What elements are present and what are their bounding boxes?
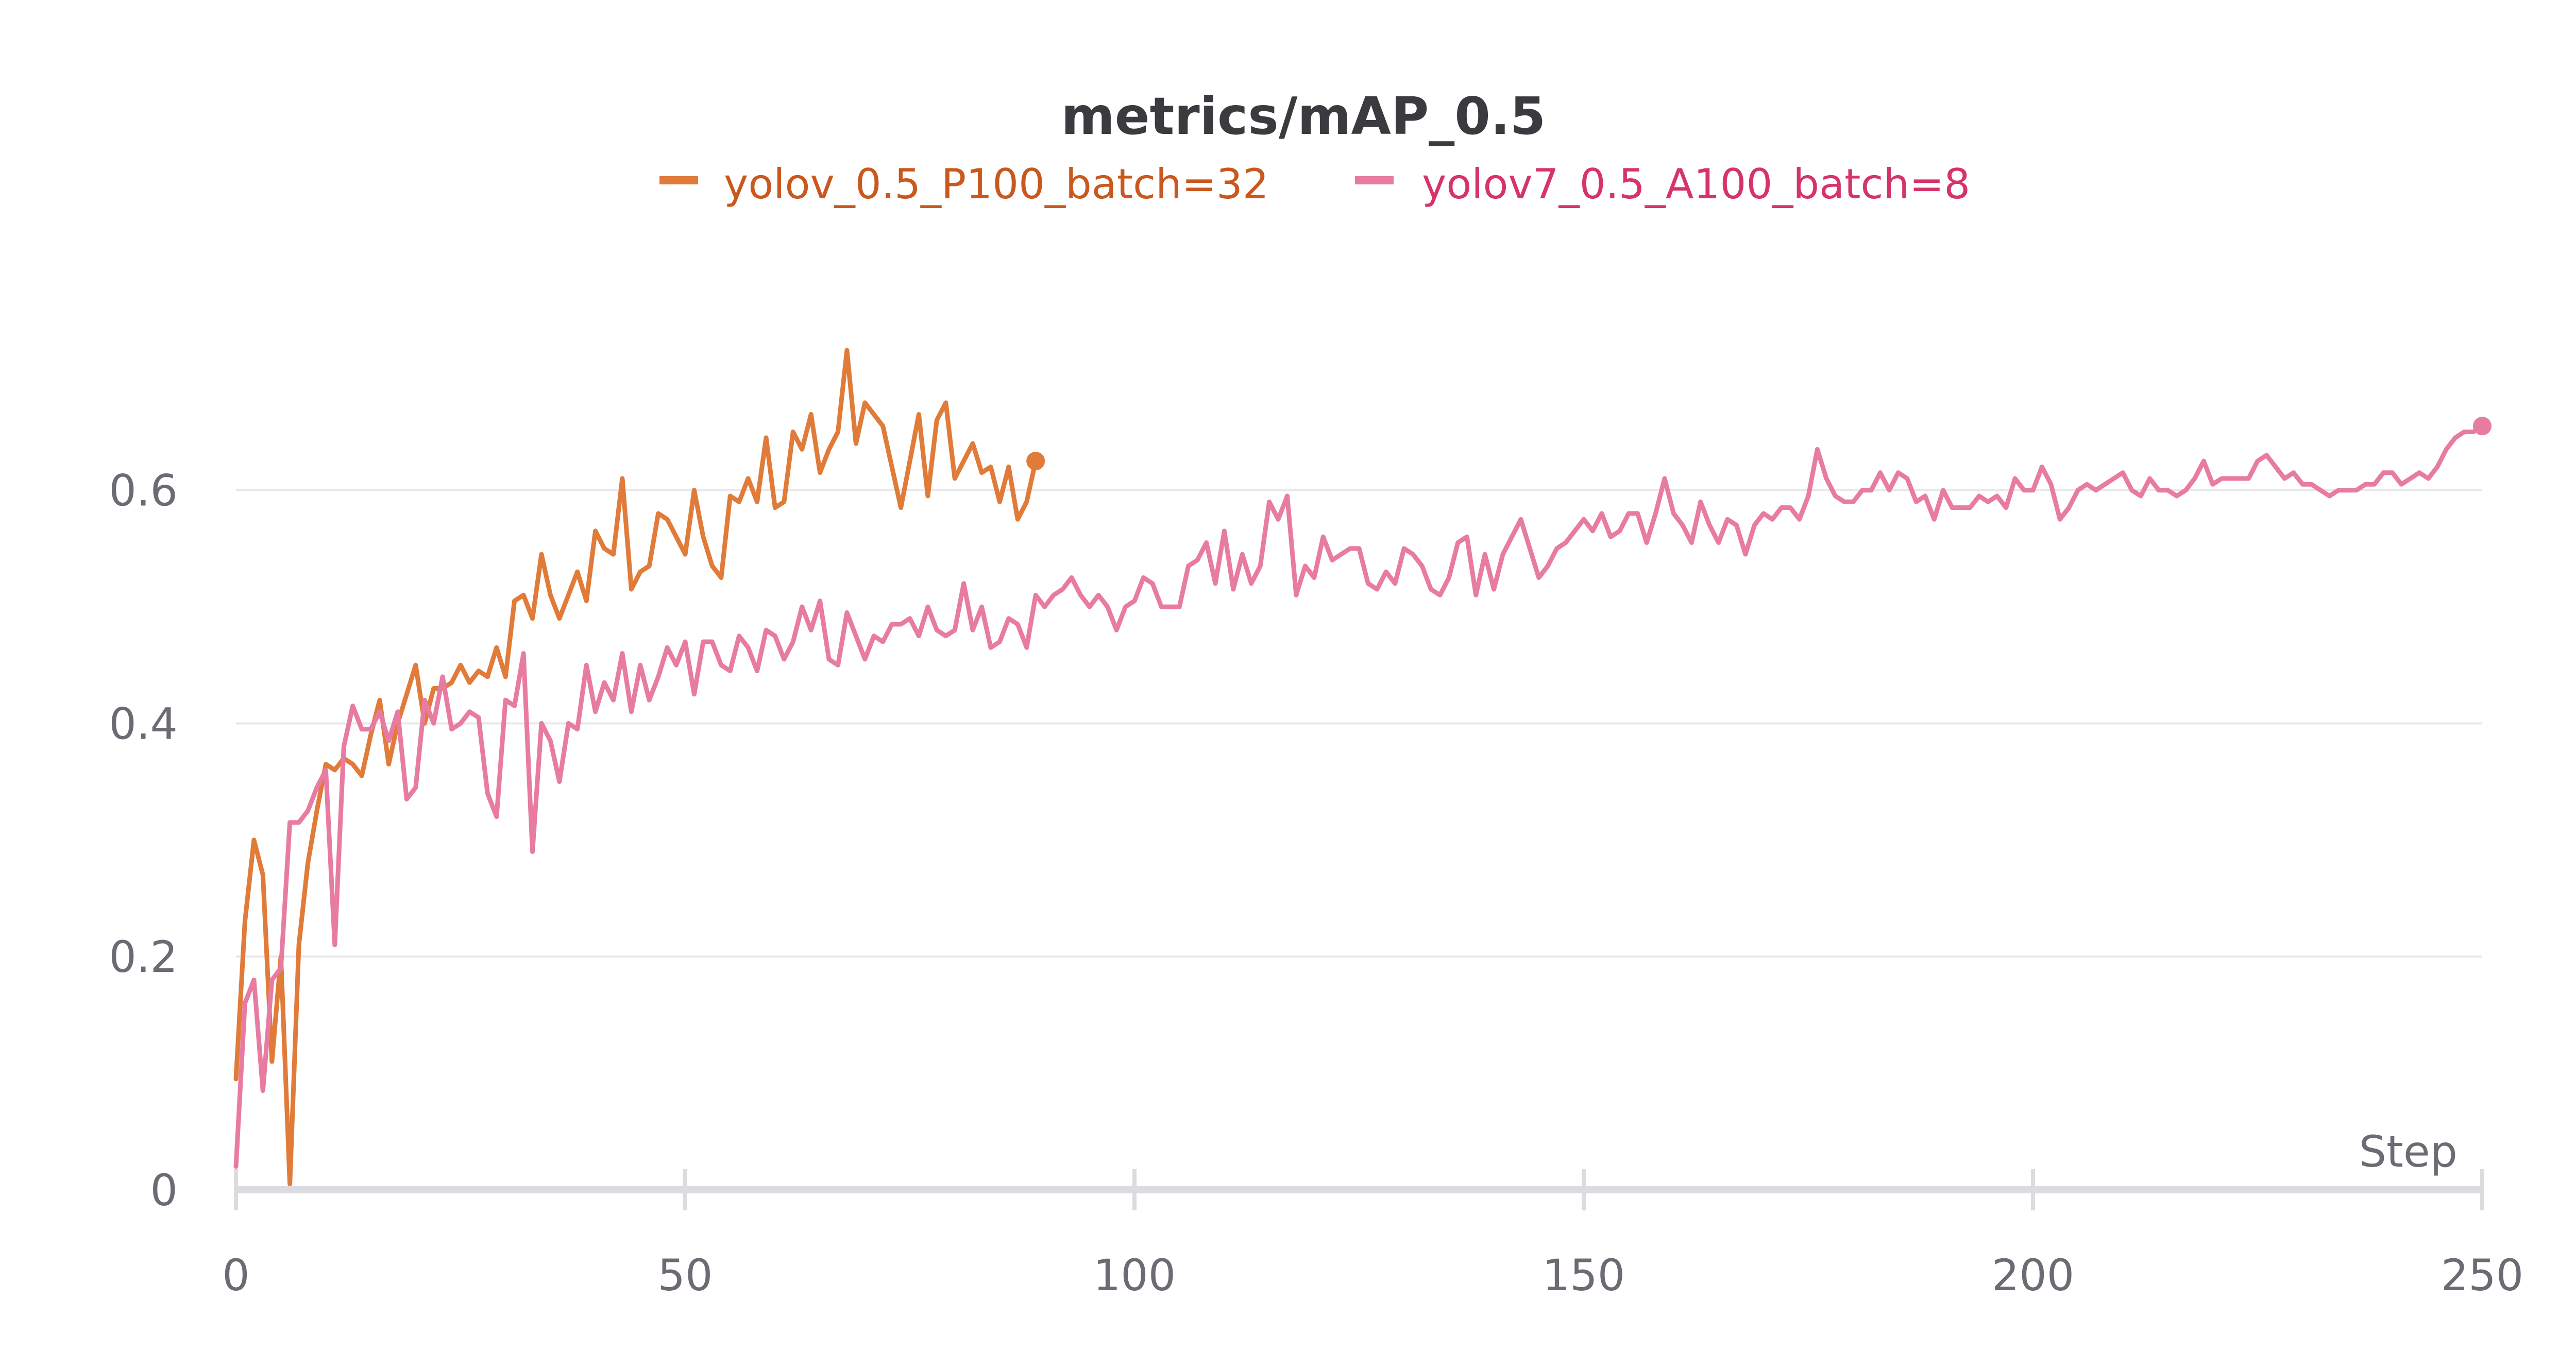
series-end-marker-1[interactable] (2473, 417, 2492, 436)
x-tick-label-0: 0 (222, 1250, 249, 1301)
y-tick-label-1: 0.2 (109, 932, 178, 982)
x-tick-label-3: 150 (1543, 1250, 1625, 1301)
legend-label-series-0: yolov_0.5_P100_batch=32 (724, 160, 1269, 208)
legend-label-series-1: yolov7_0.5_A100_batch=8 (1422, 160, 1970, 208)
series-end-marker-0[interactable] (1026, 452, 1045, 471)
series-lines (233, 348, 2492, 1187)
x-tick-label-1: 50 (658, 1250, 713, 1301)
grid-lines (236, 489, 2482, 958)
x-tick-label-4: 200 (1992, 1250, 2074, 1301)
y-tick-label-2: 0.4 (109, 698, 178, 749)
x-tick-label-5: 250 (2441, 1250, 2523, 1301)
y-tick-label-3: 0.6 (109, 466, 178, 516)
x-axis-title: Step (2359, 1126, 2458, 1177)
legend-item-series-0[interactable]: yolov_0.5_P100_batch=32 (659, 160, 1269, 208)
y-axis-tick-labels: 0 0.2 0.4 0.6 (109, 466, 178, 1216)
x-tick-label-2: 100 (1093, 1250, 1176, 1301)
series-line-1[interactable] (233, 423, 2485, 1169)
y-tick-label-0: 0 (150, 1165, 178, 1216)
legend-item-series-1[interactable]: yolov7_0.5_A100_batch=8 (1355, 160, 1970, 208)
chart-title: metrics/mAP_0.5 (1061, 86, 1546, 146)
series-line-0[interactable] (233, 348, 1038, 1187)
legend: yolov_0.5_P100_batch=32 yolov7_0.5_A100_… (659, 160, 1970, 208)
x-axis: 0 50 100 150 200 250 (222, 1169, 2523, 1301)
